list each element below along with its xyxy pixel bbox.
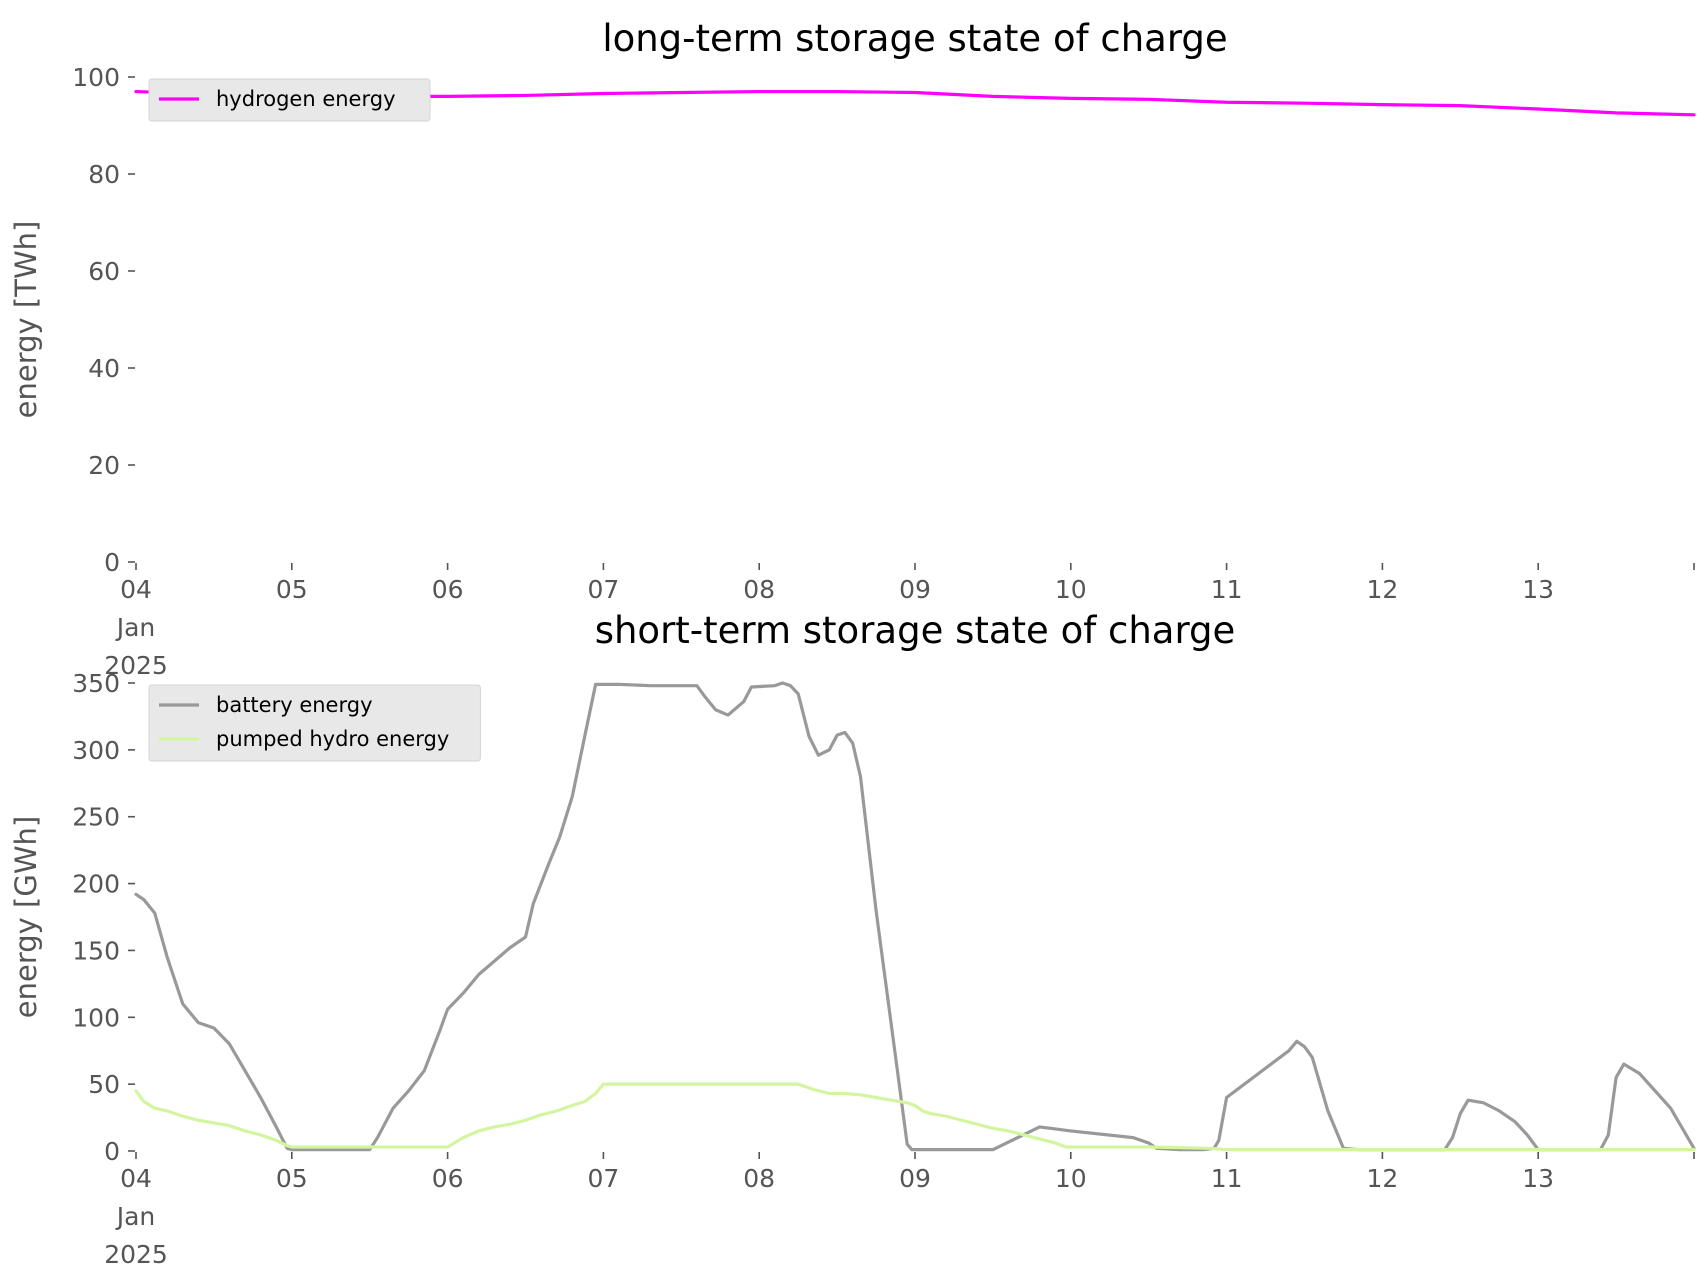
- x-tick-label: 11: [1211, 1164, 1243, 1193]
- legend-box: [148, 78, 431, 122]
- chart-title: long-term storage state of charge: [602, 17, 1227, 60]
- x-tick-label: 04 Jan 2025: [104, 1164, 168, 1269]
- x-tick-label: 04 Jan 2025: [104, 575, 168, 680]
- legend-entry: pumped hydro energy: [216, 727, 449, 751]
- y-tick-label: 50: [88, 1070, 120, 1099]
- y-tick-label: 80: [88, 160, 120, 189]
- x-tick-label: 13: [1522, 1164, 1554, 1193]
- x-tick-label: 12: [1366, 1164, 1398, 1193]
- y-tick-label: 40: [88, 354, 120, 383]
- y-tick-label: 150: [72, 936, 120, 965]
- series-line-pumped-hydro-energy: [134, 1082, 1696, 1152]
- x-tick-label: 10: [1055, 575, 1087, 604]
- x-tick-label: 08: [743, 1164, 775, 1193]
- legend: hydrogen energy: [148, 78, 431, 122]
- x-tick-label: 07: [587, 1164, 619, 1193]
- y-tick-label: 100: [72, 1003, 120, 1032]
- x-tick-label: 12: [1366, 575, 1398, 604]
- y-tick-label: 200: [72, 870, 120, 899]
- x-tick-label: 05: [276, 1164, 308, 1193]
- x-tick-label: 13: [1522, 575, 1554, 604]
- y-axis-label: energy [TWh]: [9, 221, 43, 419]
- series-line-battery-energy: [134, 681, 1696, 1152]
- x-tick-label: 06: [432, 1164, 464, 1193]
- x-tick-label: 10: [1055, 1164, 1087, 1193]
- x-tick-label: 05: [276, 575, 308, 604]
- short-term-storage-chart: short-term storage state of charge energy…: [9, 609, 1696, 1269]
- y-tick-label: 300: [72, 736, 120, 765]
- x-tick-label: 08: [743, 575, 775, 604]
- y-tick-label: 60: [88, 257, 120, 286]
- x-tick-label: 06: [432, 575, 464, 604]
- y-tick-label: 250: [72, 803, 120, 832]
- x-tick-label: 11: [1211, 575, 1243, 604]
- x-tick-label: 09: [899, 575, 931, 604]
- y-tick-label: 350: [72, 669, 120, 698]
- x-tick-label: 09: [899, 1164, 931, 1193]
- legend-entry: hydrogen energy: [216, 87, 396, 111]
- y-tick-label: 0: [104, 1137, 120, 1166]
- chart-title: short-term storage state of charge: [595, 609, 1236, 652]
- long-term-storage-chart: long-term storage state of charge energy …: [9, 17, 1696, 680]
- y-tick-label: 0: [104, 548, 120, 577]
- legend: battery energy pumped hydro energy: [148, 684, 481, 762]
- y-tick-label: 100: [72, 63, 120, 92]
- legend-entry: battery energy: [216, 693, 373, 717]
- y-axis-label: energy [GWh]: [9, 816, 43, 1018]
- legend-box: [148, 684, 481, 762]
- y-tick-label: 20: [88, 451, 120, 480]
- x-tick-label: 07: [587, 575, 619, 604]
